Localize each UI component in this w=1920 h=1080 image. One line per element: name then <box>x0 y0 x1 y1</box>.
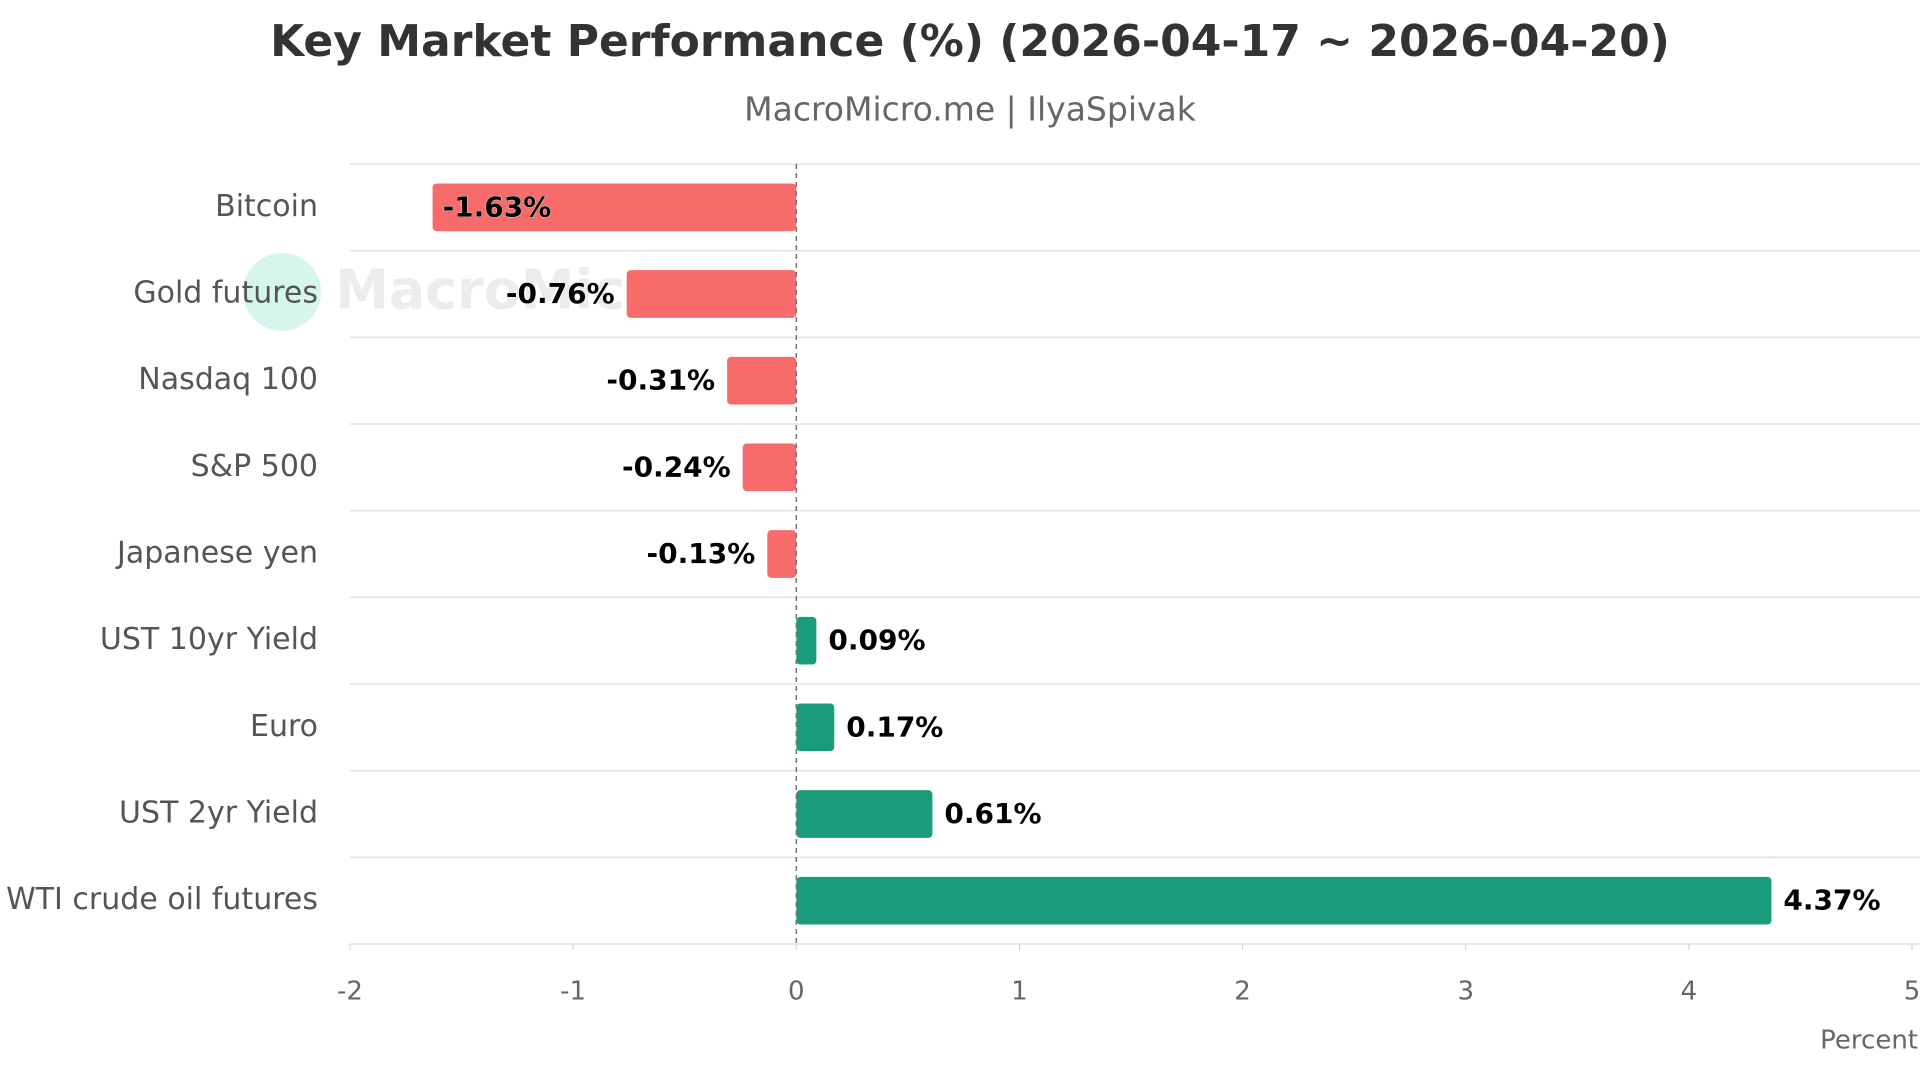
x-tick-label: -1 <box>560 977 586 1007</box>
y-tick-label: UST 10yr Yield <box>100 622 318 657</box>
value-label: 0.17% <box>846 710 943 743</box>
chart-title: Key Market Performance (%) (2026-04-17 ~… <box>270 16 1670 67</box>
y-tick-label: Japanese yen <box>115 536 318 571</box>
bar <box>796 616 817 665</box>
bar <box>432 183 797 232</box>
x-tick-label: 4 <box>1681 977 1698 1007</box>
y-tick-label: Euro <box>250 709 318 744</box>
y-tick-label: S&P 500 <box>191 449 318 484</box>
y-tick-label: WTI crude oil futures <box>6 882 318 917</box>
value-label: -0.31% <box>606 364 715 397</box>
value-label: -1.63% <box>443 190 552 223</box>
bar <box>796 790 933 838</box>
bar <box>796 703 835 752</box>
value-label: -0.24% <box>622 450 731 483</box>
value-label: -0.13% <box>647 537 756 570</box>
bar <box>796 876 1772 925</box>
x-tick-label: -2 <box>337 977 363 1007</box>
watermark-logo <box>243 253 321 331</box>
bar <box>742 443 797 492</box>
x-tick-label: 0 <box>788 977 805 1007</box>
x-tick-label: 1 <box>1011 977 1028 1007</box>
y-tick-label: Gold futures <box>133 276 318 311</box>
y-tick-label: Bitcoin <box>215 189 318 224</box>
value-label: -0.76% <box>506 277 615 310</box>
bar <box>727 356 797 405</box>
x-tick-label: 3 <box>1457 977 1474 1007</box>
value-label: 0.09% <box>828 624 925 657</box>
value-label: 0.61% <box>944 797 1041 830</box>
bar <box>767 530 797 578</box>
x-axis-label: Percent <box>1820 1026 1918 1056</box>
x-tick-label: 2 <box>1234 977 1251 1007</box>
y-tick-label: UST 2yr Yield <box>119 796 318 831</box>
x-tick-label: 5 <box>1904 977 1920 1007</box>
bar <box>626 270 797 318</box>
chart-subtitle: MacroMicro.me | IlyaSpivak <box>744 90 1197 129</box>
value-label: 4.37% <box>1783 884 1880 917</box>
y-tick-label: Nasdaq 100 <box>138 362 318 397</box>
